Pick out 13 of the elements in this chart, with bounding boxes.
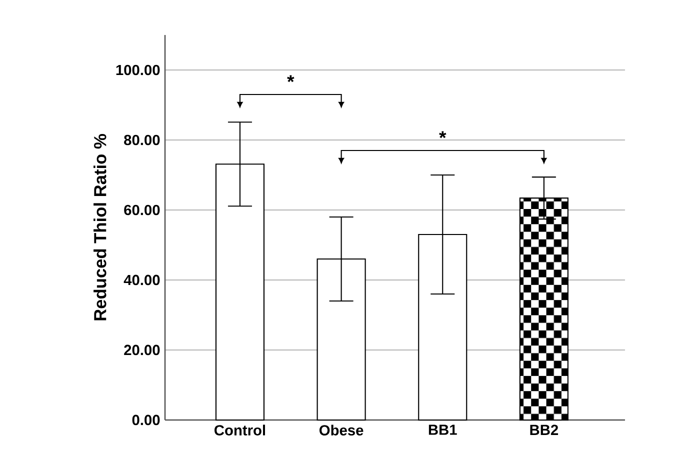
y-tick-label: 60.00 [124, 204, 160, 216]
y-axis-title: Reduced Thiol Ratio % [94, 134, 106, 320]
y-tick-label: 80.00 [124, 134, 160, 146]
annotation: * [287, 75, 294, 82]
x-tick-label: BB2 [530, 424, 558, 435]
annotation: * [439, 131, 446, 138]
x-tick-label: Obese [319, 424, 364, 436]
y-tick-label: 20.00 [124, 344, 160, 356]
x-tick-label: Control [214, 424, 266, 436]
y-tick-label: 0.00 [132, 414, 160, 426]
y-tick-label: 100.00 [116, 64, 160, 76]
y-tick-label: 40.00 [124, 274, 160, 286]
x-tick-label: BB1 [428, 424, 457, 435]
